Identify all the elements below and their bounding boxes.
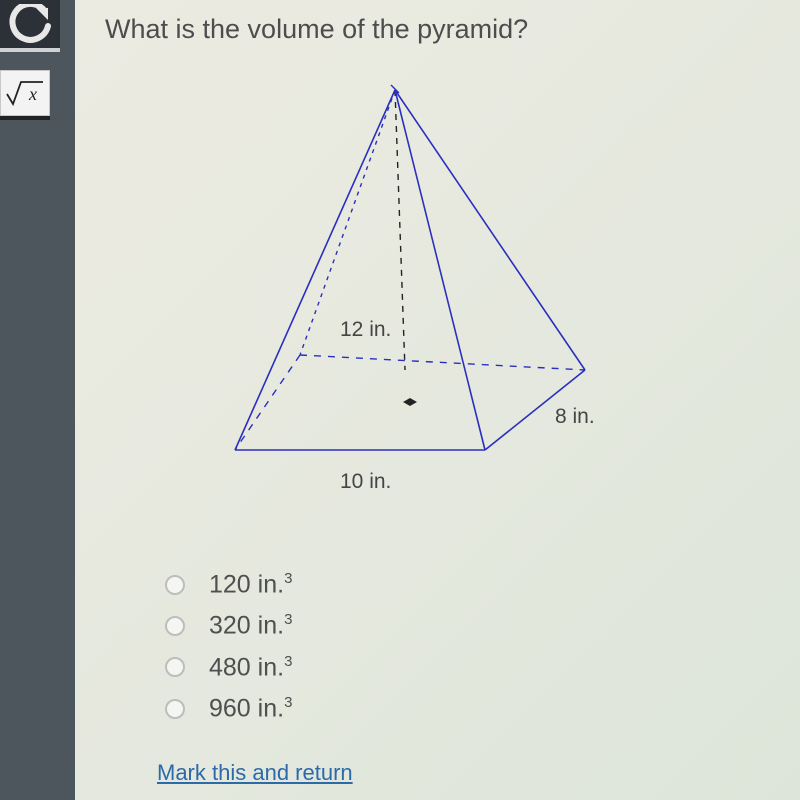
- pyramid-edge-front-left: [235, 90, 395, 450]
- answer-text: 320 in.3: [209, 611, 292, 640]
- left-toolbar: x: [0, 0, 75, 800]
- base-center-dot: [403, 398, 417, 406]
- rewind-icon: [6, 4, 52, 44]
- answer-choice[interactable]: 320 in.3: [165, 611, 292, 640]
- pyramid-height-line: [395, 90, 405, 370]
- answer-text: 120 in.3: [209, 570, 292, 599]
- front-width-label: 10 in.: [340, 470, 391, 494]
- sqrt-tool-button[interactable]: x: [0, 70, 50, 116]
- radio-icon: [165, 616, 185, 636]
- answer-text: 480 in.3: [209, 653, 292, 682]
- sqrt-x-label: x: [28, 84, 37, 104]
- answer-choices: 120 in.3 320 in.3 480 in.3 960 in.3: [165, 570, 292, 735]
- answer-choice[interactable]: 960 in.3: [165, 694, 292, 723]
- radio-icon: [165, 657, 185, 677]
- question-page: What is the volume of the pyramid? 12 i: [75, 0, 800, 800]
- pyramid-edge-front-right: [395, 90, 485, 450]
- sqrt-icon: x: [5, 80, 45, 106]
- pyramid-figure: 12 in. 10 in. 8 in.: [185, 80, 615, 500]
- mark-return-link[interactable]: Mark this and return: [157, 760, 353, 786]
- side-depth-label: 8 in.: [555, 405, 595, 429]
- height-label: 12 in.: [340, 318, 391, 342]
- pyramid-edge-back-left: [300, 90, 395, 355]
- answer-choice[interactable]: 480 in.3: [165, 653, 292, 682]
- rewind-button[interactable]: [0, 0, 60, 52]
- answer-text: 960 in.3: [209, 694, 292, 723]
- pyramid-base-back-left-edge: [235, 355, 300, 450]
- radio-icon: [165, 575, 185, 595]
- answer-choice[interactable]: 120 in.3: [165, 570, 292, 599]
- pyramid-base-back-edge: [300, 355, 585, 370]
- pyramid-edge-back-right: [395, 90, 585, 370]
- radio-icon: [165, 699, 185, 719]
- question-text: What is the volume of the pyramid?: [105, 14, 528, 45]
